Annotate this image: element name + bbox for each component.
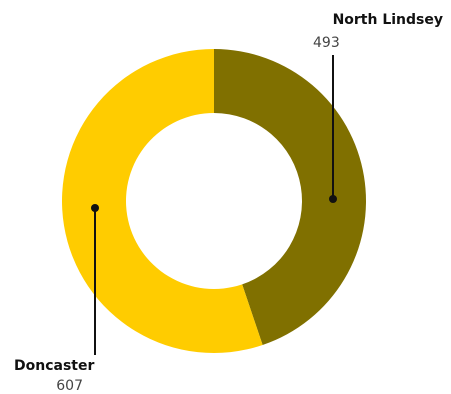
slice-label: Doncaster	[14, 358, 94, 374]
slice-label: North Lindsey	[333, 12, 443, 28]
slice-north-lindsey[interactable]	[214, 49, 366, 346]
callouts-group: North Lindsey 493 Doncaster 607	[14, 12, 443, 394]
slice-value: 493	[313, 35, 340, 51]
slice-doncaster[interactable]	[62, 49, 263, 353]
leader-dot	[91, 204, 99, 212]
slice-value: 607	[56, 378, 83, 394]
leader-dot	[329, 195, 337, 203]
slices-group	[62, 49, 366, 353]
